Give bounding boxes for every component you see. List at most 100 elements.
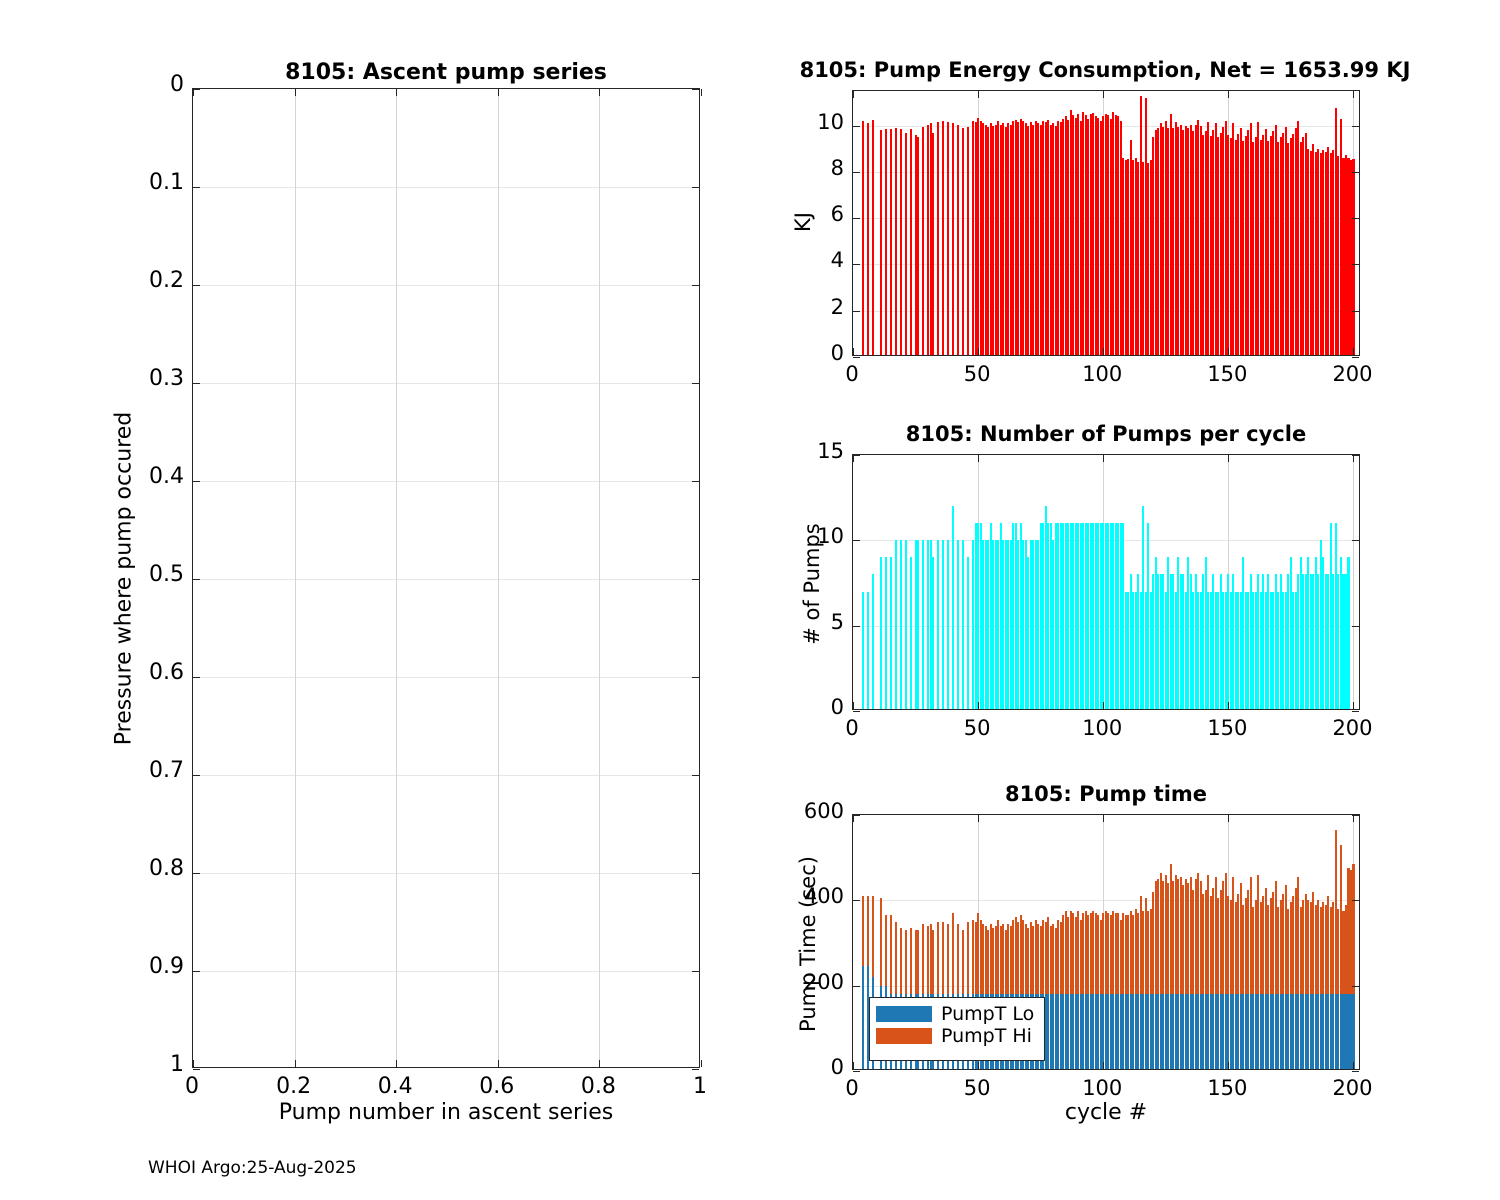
bar <box>1084 994 1087 1069</box>
bar <box>1059 921 1062 995</box>
bar <box>917 137 920 355</box>
bar <box>1182 574 1185 709</box>
tick-mark-y <box>692 383 699 384</box>
tick-mark-y <box>193 579 200 580</box>
bar <box>1297 574 1300 709</box>
bar <box>1197 994 1200 1069</box>
bar <box>1269 994 1272 1069</box>
bar <box>927 925 930 995</box>
bar <box>1022 121 1025 355</box>
y-tick-label: 2 <box>830 294 844 319</box>
bar <box>989 923 992 995</box>
tick-mark-x <box>1353 455 1355 462</box>
bar <box>1334 523 1337 709</box>
bar <box>1207 874 1210 995</box>
bar <box>1272 131 1275 355</box>
bar <box>1157 879 1160 995</box>
bar <box>1249 876 1252 995</box>
bar <box>904 930 907 995</box>
bar <box>1169 114 1172 355</box>
bar <box>1252 141 1255 355</box>
x-tick-label: 100 <box>1082 716 1123 740</box>
bar <box>884 915 887 986</box>
bar <box>1189 124 1192 355</box>
tick-mark-x <box>1353 91 1355 98</box>
bar <box>947 923 950 995</box>
tick-mark-y <box>1352 540 1359 542</box>
tick-mark-y <box>692 873 699 874</box>
bar <box>1332 902 1335 995</box>
bar <box>1244 994 1247 1069</box>
bar <box>1162 881 1165 995</box>
tick-mark-x <box>1353 815 1355 822</box>
bar <box>1032 540 1035 709</box>
tick-mark-y <box>692 187 699 188</box>
bar <box>1002 923 1005 995</box>
bar <box>1352 864 1355 995</box>
bar <box>1077 114 1080 355</box>
bar <box>999 523 1002 709</box>
bar <box>974 921 977 995</box>
bar <box>1147 162 1150 355</box>
bar <box>1082 994 1085 1069</box>
bar <box>1114 913 1117 995</box>
bar <box>1139 95 1142 355</box>
bar <box>1292 133 1295 355</box>
x-tick-label: 0.2 <box>276 1074 312 1099</box>
bar <box>1209 896 1212 995</box>
bar <box>922 540 925 709</box>
tick-mark-x <box>1228 702 1230 709</box>
y-tick-label: 0.1 <box>149 170 184 196</box>
bar <box>1082 913 1085 995</box>
x-tick-label: 150 <box>1207 716 1248 740</box>
bar <box>994 540 997 709</box>
x-tick-label: 0 <box>845 716 859 740</box>
pump-energy-plot-area <box>853 91 1359 355</box>
bar <box>1199 591 1202 709</box>
bar <box>1154 994 1157 1069</box>
bar <box>1174 874 1177 995</box>
bar <box>1192 889 1195 995</box>
bar <box>1342 911 1345 995</box>
bar <box>1079 994 1082 1069</box>
bar <box>1089 523 1092 709</box>
pump-time-legend[interactable]: PumpT Lo PumpT Hi <box>869 997 1045 1061</box>
bar <box>977 913 980 995</box>
bar <box>1047 917 1050 995</box>
bar <box>1329 994 1332 1069</box>
bar <box>1332 149 1335 355</box>
bar <box>1222 126 1225 355</box>
bar <box>1197 591 1200 709</box>
bar <box>1234 591 1237 709</box>
bar <box>1022 919 1025 995</box>
bar <box>1074 917 1077 995</box>
bar <box>1347 868 1350 995</box>
bar <box>1079 919 1082 995</box>
bar <box>871 896 875 978</box>
tick-mark-y <box>1352 264 1359 266</box>
bar <box>957 923 960 995</box>
bar <box>1212 130 1215 355</box>
bar <box>889 557 892 709</box>
bar <box>879 130 882 355</box>
bar <box>1347 158 1350 355</box>
bar <box>1104 994 1107 1069</box>
bar <box>1034 919 1037 995</box>
bar <box>1322 902 1325 995</box>
bar <box>1017 921 1020 995</box>
bar <box>1224 872 1227 995</box>
legend-row: PumpT Hi <box>876 1025 1036 1047</box>
bar <box>1234 994 1237 1069</box>
gridline-horizontal <box>193 677 699 678</box>
bar <box>1309 902 1312 995</box>
bar <box>1167 128 1170 355</box>
bar <box>1352 994 1355 1069</box>
bar <box>1184 591 1187 709</box>
bar <box>1227 574 1230 709</box>
bar <box>1159 872 1162 995</box>
x-tick-label: 1 <box>693 1074 707 1099</box>
bar <box>894 128 897 355</box>
bar <box>1307 557 1310 709</box>
bar <box>1209 994 1212 1069</box>
bar <box>1024 540 1027 709</box>
